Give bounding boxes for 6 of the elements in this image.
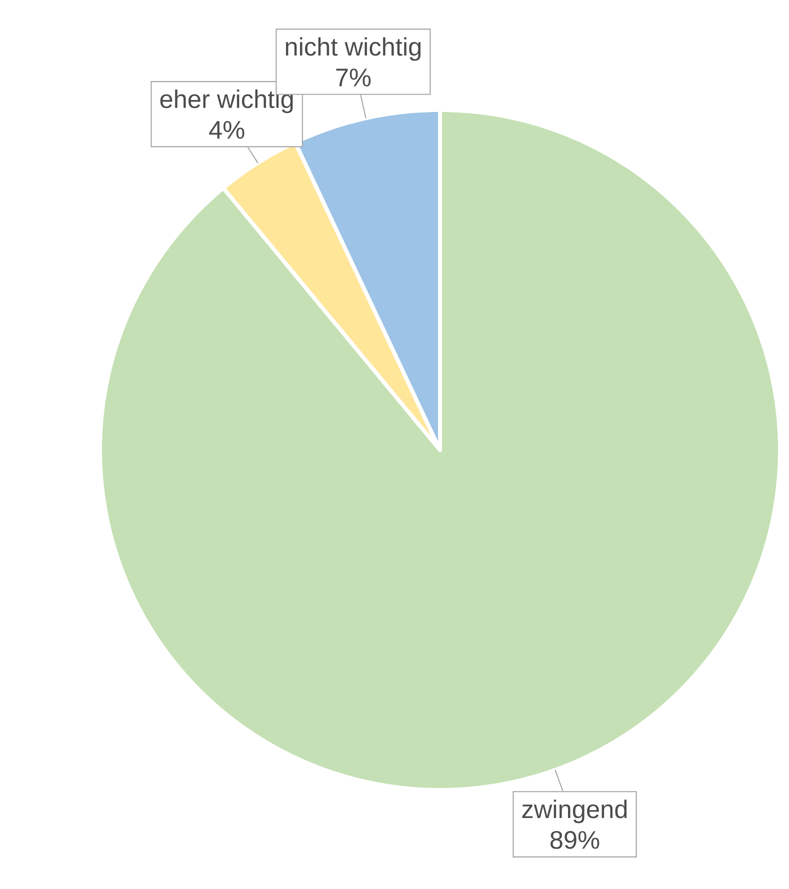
data-label: 89% (550, 830, 600, 849)
slice-label: zwingend (522, 800, 627, 824)
data-label: 4% (209, 121, 244, 139)
data-label: 7% (336, 68, 371, 86)
slice-label: eher wichtig (160, 90, 293, 114)
slice-label: nicht wichtig (286, 37, 421, 61)
